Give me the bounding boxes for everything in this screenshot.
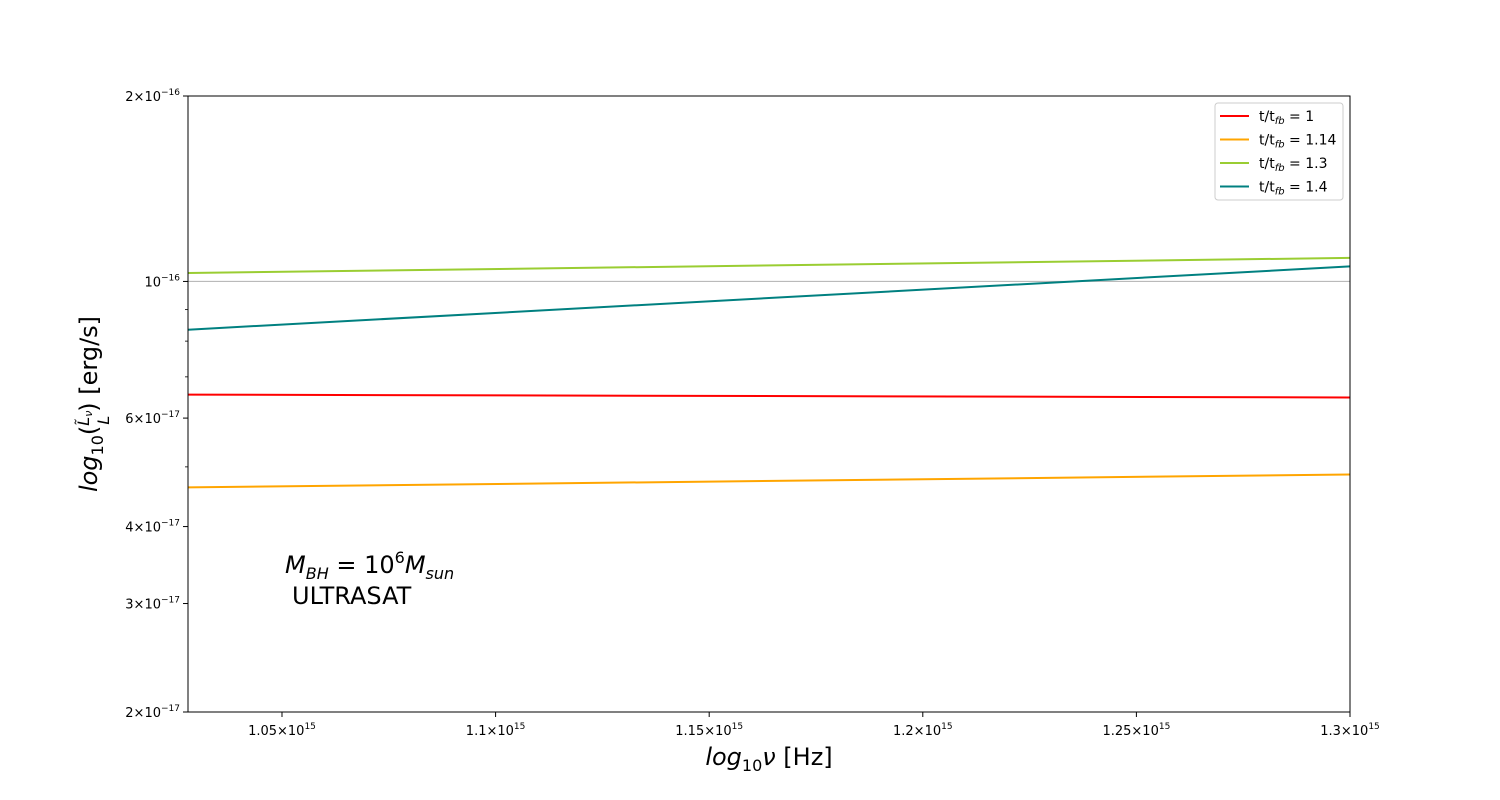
x-tick-label: 1.05×1015 bbox=[248, 722, 316, 739]
series-line-3 bbox=[187, 256, 1351, 274]
x-tick-label: 1.25×1015 bbox=[1102, 722, 1170, 739]
y-tick-label: 4×10−17 bbox=[125, 519, 180, 536]
legend-label-2: t/tfb = 1.14 bbox=[1259, 133, 1336, 151]
y-tick-label: 2×10−16 bbox=[125, 88, 180, 105]
x-tick-label: 1.2×1015 bbox=[893, 722, 953, 739]
legend: t/tfb = 1 t/tfb = 1.14 t/tfb = 1.3 t/tfb = … bbox=[1214, 102, 1344, 201]
annotation-instrument: ULTRASAT bbox=[292, 582, 412, 610]
y-axis-ticks: 2×10−16 10−16 6×10−17 4×10−17 3×10−17 2×10−17 bbox=[125, 88, 188, 721]
series-line-1 bbox=[187, 393, 1351, 399]
annotation-mass: MBH = 106Msun bbox=[285, 548, 454, 583]
svg-text:log10(L̃νL) [erg/s]: log10(L̃νL) [erg/s] bbox=[74, 316, 113, 492]
legend-box bbox=[1214, 102, 1344, 201]
x-tick-label: 1.3×1015 bbox=[1320, 722, 1380, 739]
y-tick-label: 10−16 bbox=[144, 273, 180, 290]
plot-frame bbox=[187, 95, 1351, 713]
legend-label-3: t/tfb = 1.3 bbox=[1259, 156, 1327, 174]
y-tick-label: 6×10−17 bbox=[125, 410, 180, 427]
annotation: MBH = 106Msun ULTRASAT bbox=[285, 548, 454, 610]
series-layer bbox=[187, 256, 1351, 489]
x-axis-label: log10ν [Hz] bbox=[705, 743, 832, 775]
legend-label-1: t/tfb = 1 bbox=[1259, 109, 1314, 127]
x-tick-label: 1.15×1015 bbox=[675, 722, 743, 739]
legend-label-4: t/tfb = 1.4 bbox=[1259, 180, 1328, 198]
y-axis-label: log10(L̃νL) [erg/s] bbox=[74, 316, 113, 492]
series-line-2 bbox=[187, 473, 1351, 489]
series-line-4 bbox=[187, 265, 1351, 331]
x-tick-label: 1.1×1015 bbox=[466, 722, 526, 739]
x-axis-ticks: 1.05×1015 1.1×1015 1.15×1015 1.2×1015 1.25×1… bbox=[248, 712, 1380, 739]
plot-area bbox=[188, 96, 1350, 712]
y-tick-label: 2×10−17 bbox=[125, 704, 180, 721]
y-tick-label: 3×10−17 bbox=[125, 596, 180, 613]
